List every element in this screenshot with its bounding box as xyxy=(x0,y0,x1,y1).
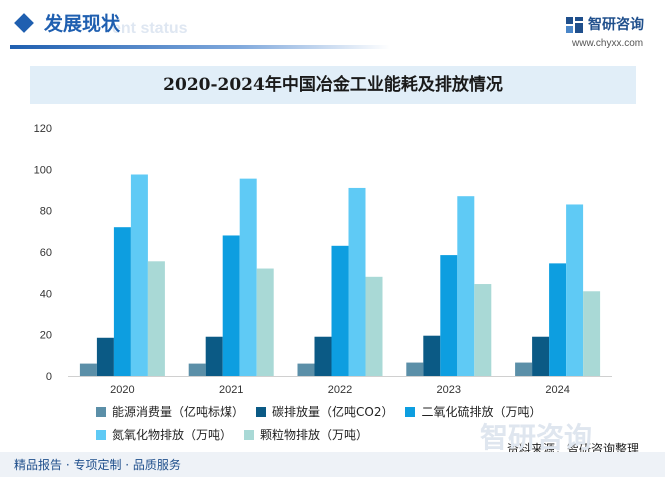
chart-title-banner: 2020-2024年中国冶金工业能耗及排放情况 xyxy=(30,66,636,104)
x-tick-label: 2021 xyxy=(219,384,243,395)
brand-name: 智研咨询 xyxy=(588,17,644,33)
legend-swatch xyxy=(96,429,106,440)
legend-item: 碳排放量（亿吨CO2） xyxy=(256,403,393,420)
brand-url: www.chyxx.com xyxy=(572,38,644,49)
bar-chart: 0 20 40 60 80 100 120 2020 2021 2022 2023 2024 xyxy=(34,123,612,395)
bar xyxy=(474,284,492,376)
bar xyxy=(532,336,550,376)
section-subtitle: ent status xyxy=(112,20,188,37)
bar xyxy=(113,227,131,376)
bar xyxy=(130,174,148,376)
bar xyxy=(297,363,315,376)
footer-text: 精品报告 · 专项定制 · 品质服务 xyxy=(14,458,181,472)
bar xyxy=(147,261,165,376)
x-tick-label: 2022 xyxy=(328,384,352,395)
bar xyxy=(222,235,240,376)
legend-label: 碳排放量（亿吨CO2） xyxy=(272,405,394,419)
legend-swatch xyxy=(96,406,106,417)
bar xyxy=(314,336,332,376)
y-tick-label: 60 xyxy=(40,247,52,259)
bar xyxy=(79,363,97,376)
legend-row: 能源消费量（亿吨标煤） 碳排放量（亿吨CO2） 二氧化硫排放（万吨） xyxy=(96,400,616,423)
x-tick-label: 2024 xyxy=(545,384,569,395)
bar xyxy=(566,204,584,376)
bar xyxy=(423,335,441,376)
legend-label: 颗粒物排放（万吨） xyxy=(260,428,369,442)
footer-watermark: 智研咨询 xyxy=(480,421,593,454)
y-tick-label: 100 xyxy=(34,164,52,176)
title-underline xyxy=(10,45,390,49)
bar xyxy=(365,276,383,376)
brand-logo-icon xyxy=(566,17,583,33)
legend-item: 二氧化硫排放（万吨） xyxy=(405,403,542,420)
bar xyxy=(583,291,601,376)
y-tick-label: 80 xyxy=(40,206,52,218)
header: ent status 发展现状 智研咨询 www.chyxx.com xyxy=(0,0,665,58)
bar xyxy=(549,263,567,376)
bar xyxy=(331,245,349,376)
bar xyxy=(205,336,223,376)
section-diamond-icon xyxy=(14,13,34,33)
y-tick-label: 120 xyxy=(34,123,52,135)
bar xyxy=(457,196,475,376)
legend-swatch xyxy=(244,429,255,440)
bar xyxy=(96,337,114,376)
footer: 智研咨询 精品报告 · 专项定制 · 品质服务 xyxy=(0,421,665,477)
bar xyxy=(440,255,458,376)
legend: 能源消费量（亿吨标煤） 碳排放量（亿吨CO2） 二氧化硫排放（万吨） 氮氧化物排放（… xyxy=(96,400,616,446)
legend-item: 能源消费量（亿吨标煤） xyxy=(96,403,244,420)
bar xyxy=(256,268,274,376)
bar xyxy=(188,363,206,376)
chart-title: 2020-2024年中国冶金工业能耗及排放情况 xyxy=(163,75,503,95)
bar xyxy=(239,178,257,376)
section-title: 发展现状 xyxy=(44,13,121,35)
legend-swatch xyxy=(405,406,416,417)
bar xyxy=(406,362,424,376)
legend-label: 能源消费量（亿吨标煤） xyxy=(112,405,245,419)
legend-label: 二氧化硫排放（万吨） xyxy=(421,405,542,419)
legend-row: 氮氧化物排放（万吨） 颗粒物排放（万吨） xyxy=(96,423,616,446)
bar xyxy=(348,187,366,376)
x-tick-label: 2023 xyxy=(437,384,461,395)
y-tick-label: 0 xyxy=(46,371,52,383)
legend-item: 氮氧化物排放（万吨） xyxy=(96,426,232,443)
legend-swatch xyxy=(256,406,267,417)
x-tick-label: 2020 xyxy=(110,384,134,395)
bar xyxy=(515,362,533,376)
y-tick-label: 20 xyxy=(40,330,52,342)
y-tick-label: 40 xyxy=(40,288,52,300)
legend-label: 氮氧化物排放（万吨） xyxy=(112,428,233,442)
legend-item: 颗粒物排放（万吨） xyxy=(244,426,368,443)
